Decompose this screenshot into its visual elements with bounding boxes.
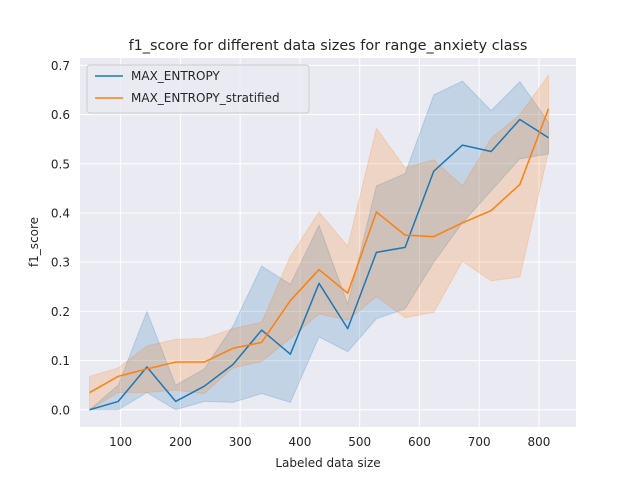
confidence-bands xyxy=(88,73,550,411)
confidence-band-max-entropy-stratified xyxy=(89,73,550,411)
x-tick-labels: 100 200 300 400 500 600 700 800 xyxy=(109,435,550,449)
y-tick-label: 0.0 xyxy=(51,403,70,417)
x-axis-label: Labeled data size xyxy=(275,456,380,470)
y-tick-label: 0.3 xyxy=(51,256,70,270)
x-tick-label: 100 xyxy=(109,435,132,449)
legend-label-max-entropy: MAX_ENTROPY xyxy=(131,69,220,83)
y-tick-label: 0.7 xyxy=(51,59,70,73)
series-line-max-entropy-stratified xyxy=(89,108,550,394)
y-tick-label: 0.2 xyxy=(51,305,70,319)
series-lines xyxy=(89,108,550,411)
x-tick-label: 300 xyxy=(229,435,252,449)
legend: MAX_ENTROPY MAX_ENTROPY_stratified xyxy=(86,64,310,114)
y-tick-label: 0.1 xyxy=(51,354,70,368)
legend-label-max-entropy-stratified: MAX_ENTROPY_stratified xyxy=(131,91,280,105)
x-tick-label: 700 xyxy=(468,435,491,449)
x-tick-label: 800 xyxy=(527,435,550,449)
series-line-max-entropy xyxy=(89,118,549,411)
y-tick-labels: 0.0 0.1 0.2 0.3 0.4 0.5 0.6 0.7 xyxy=(51,59,70,417)
chart-title: f1_score for different data sizes for ra… xyxy=(129,38,528,54)
x-tick-label: 600 xyxy=(408,435,431,449)
y-tick-label: 0.5 xyxy=(51,157,70,171)
y-tick-label: 0.4 xyxy=(51,206,70,220)
confidence-band-max-entropy xyxy=(88,80,550,411)
legend-box xyxy=(86,64,310,114)
x-tick-label: 500 xyxy=(348,435,371,449)
y-tick-label: 0.6 xyxy=(51,108,70,122)
grid-lines xyxy=(80,58,576,427)
y-axis-label: f1_score xyxy=(27,217,41,267)
x-tick-label: 200 xyxy=(169,435,192,449)
x-tick-label: 400 xyxy=(288,435,311,449)
